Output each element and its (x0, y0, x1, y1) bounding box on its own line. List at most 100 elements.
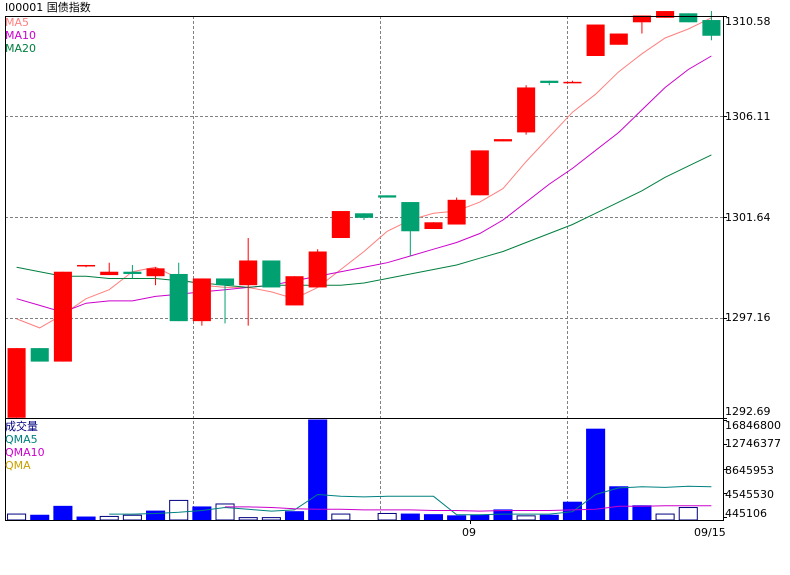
candle-body (378, 195, 397, 198)
candle (493, 139, 513, 142)
candle (609, 33, 628, 45)
candle-body (424, 222, 443, 230)
candle-body (401, 202, 420, 232)
candle (401, 202, 420, 256)
volume-bar (586, 428, 606, 521)
legend-qma: QMA (5, 459, 31, 472)
volume-bar (215, 503, 235, 521)
candle-body (169, 273, 188, 322)
candle-body (123, 271, 142, 274)
candle-body (586, 24, 605, 56)
volume-bar (192, 506, 212, 521)
series-line-ma10 (16, 55, 712, 313)
candle (517, 85, 536, 135)
candle-body (239, 260, 258, 286)
volume-bar (447, 515, 467, 521)
volume-bars (7, 419, 698, 521)
candle (331, 211, 350, 239)
legend-ma5: MA5 (5, 16, 29, 29)
candle (123, 264, 142, 279)
candle-body (517, 87, 536, 133)
candle (192, 278, 211, 326)
legend-ma10: MA10 (5, 29, 36, 42)
volume-bar (7, 513, 27, 521)
series-line-qma10 (225, 505, 712, 512)
candle-body (262, 260, 281, 288)
series-line-qma5 (109, 485, 712, 516)
candle (239, 238, 258, 326)
candle (470, 150, 489, 196)
x-axis-label-date: 09/15 (694, 526, 726, 539)
candle-body (53, 271, 72, 362)
candle-body (285, 276, 304, 306)
volume-bar (493, 509, 513, 521)
candle-body (7, 348, 26, 418)
page-title: I00001 国债指数 (5, 0, 91, 14)
candle-body (702, 20, 721, 36)
volume-tick-label: 8645953 (725, 464, 774, 477)
candle-body (30, 348, 49, 362)
candle (563, 80, 582, 84)
candle (308, 249, 327, 288)
candle (354, 213, 374, 221)
candle (285, 276, 304, 306)
grid (5, 16, 723, 520)
volume-bar (284, 511, 305, 521)
candle-body (100, 271, 119, 276)
volume-bar (146, 510, 166, 521)
volume-bar (122, 514, 142, 521)
candle-body (493, 139, 513, 142)
volume-bar (53, 505, 73, 521)
volume-tick-label: 12746377 (725, 437, 781, 450)
volume-bar (30, 514, 50, 521)
candle-body (656, 11, 675, 18)
volume-bar (261, 517, 281, 521)
candle-body (215, 278, 235, 286)
volume-bar (539, 514, 559, 521)
candle-body (540, 80, 559, 83)
candle-body (146, 268, 165, 277)
legend-qma10: QMA10 (5, 446, 45, 459)
volume-tick-label: 445106 (725, 507, 767, 520)
price-tick-label: 1306.11 (725, 110, 771, 123)
volume-bar (169, 499, 189, 521)
price-tick-label: 1292.69 (725, 405, 771, 418)
candle (262, 260, 281, 288)
volume-tick-label: 4545530 (725, 488, 774, 501)
candle (679, 13, 698, 23)
candle-body (563, 81, 582, 84)
candle (540, 80, 559, 86)
candle-body (609, 33, 628, 45)
chart-frame (5, 16, 727, 524)
candle (378, 195, 397, 198)
candle (7, 348, 26, 418)
volume-bar (423, 514, 444, 521)
price-tick-label: 1310.58 (725, 15, 771, 28)
candle (77, 264, 96, 268)
candle-body (192, 278, 211, 322)
volume-bar (678, 507, 698, 521)
volume-bar (238, 517, 258, 521)
series-line-ma5 (16, 17, 712, 329)
candle-body (679, 13, 698, 23)
volume-bar (99, 515, 119, 521)
volume-bar (609, 486, 629, 521)
candle (100, 262, 119, 276)
candle (146, 267, 165, 286)
volume-bar (377, 512, 397, 521)
price-tick-label: 1301.64 (725, 211, 771, 224)
volume-bar (516, 515, 536, 521)
candle-body (77, 264, 96, 267)
series-line-ma20 (16, 154, 712, 288)
volume-bar (76, 516, 96, 521)
candle (53, 271, 72, 362)
candle (586, 24, 605, 56)
legend-volume: 成交量 (5, 419, 38, 433)
volume-average-lines (109, 485, 712, 516)
volume-bar (308, 419, 328, 521)
candlesticks (7, 11, 721, 418)
plot-border (5, 16, 724, 521)
x-axis-label-month: 09 (462, 526, 476, 539)
